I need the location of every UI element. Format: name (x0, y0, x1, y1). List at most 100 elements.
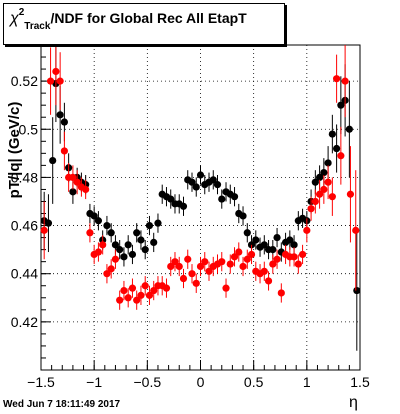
data-point (269, 260, 277, 268)
data-point (235, 248, 243, 256)
data-point (167, 262, 175, 271)
data-point (40, 226, 48, 234)
data-point (345, 125, 353, 133)
data-point (111, 255, 120, 263)
data-point (46, 77, 55, 85)
data-point (124, 241, 132, 249)
series-1 (40, 45, 360, 310)
data-point (192, 279, 200, 287)
data-point (73, 178, 81, 186)
data-point (213, 181, 222, 189)
data-point (82, 185, 90, 194)
data-point (141, 246, 149, 254)
data-point (341, 77, 349, 85)
data-point (184, 255, 192, 263)
data-point (290, 253, 298, 261)
data-points (40, 45, 361, 351)
data-point (239, 212, 247, 220)
data-point (290, 241, 298, 249)
data-point (264, 277, 273, 285)
data-point (133, 229, 141, 237)
data-point (171, 258, 179, 266)
data-point (311, 197, 319, 206)
x-tick-label: −1.5 (27, 374, 55, 390)
data-point (90, 212, 98, 220)
x-axis-label: η (349, 394, 358, 411)
data-point (94, 248, 103, 256)
data-point (116, 246, 124, 254)
data-point (99, 241, 107, 249)
x-tick-label: −0.5 (134, 374, 162, 390)
data-point (298, 250, 307, 259)
data-point (315, 173, 324, 182)
data-point (128, 284, 137, 292)
data-point (226, 260, 234, 268)
data-point (218, 195, 226, 203)
data-point (307, 205, 315, 213)
data-point (137, 291, 145, 299)
y-tick-label: 0.48 (11, 169, 38, 185)
data-point (141, 282, 149, 290)
data-point (116, 296, 124, 304)
title-rest: /NDF for Global Rec All EtapT (50, 10, 247, 26)
data-point (320, 168, 328, 177)
data-point (230, 253, 239, 261)
y-tick-label: 0.42 (11, 314, 38, 330)
data-point (145, 291, 154, 299)
chart-title: χ2 Track/NDF for Global Rec All EtapT (10, 7, 247, 32)
data-point (124, 294, 132, 302)
data-point (247, 250, 256, 259)
data-point (69, 173, 77, 182)
data-point (196, 262, 205, 271)
data-point (205, 267, 213, 275)
title-subscript: Track (24, 21, 51, 32)
data-point (167, 195, 175, 203)
data-point (192, 183, 200, 191)
y-tick-label: 0.46 (11, 218, 38, 234)
data-point (315, 190, 324, 198)
title-chi: χ (10, 10, 19, 27)
data-point (320, 185, 328, 194)
y-tick-label: 0.52 (11, 73, 38, 89)
data-point (128, 250, 137, 259)
data-point (179, 202, 188, 210)
data-point (324, 178, 332, 186)
data-point (269, 246, 277, 254)
data-point (352, 226, 360, 234)
x-tick-label: 1 (303, 374, 311, 390)
data-point (60, 147, 68, 155)
data-point (44, 219, 53, 227)
data-point (188, 178, 196, 186)
data-point (52, 67, 60, 76)
data-point (103, 221, 111, 230)
data-point (209, 176, 217, 184)
data-point (107, 229, 115, 237)
data-point (86, 229, 94, 237)
data-point (201, 258, 209, 266)
x-tick-label: −1 (86, 374, 102, 390)
data-point (222, 284, 230, 292)
data-point (154, 219, 162, 227)
data-point (137, 236, 145, 244)
y-tick-label: 0.5 (19, 121, 39, 137)
data-point (337, 101, 345, 109)
data-point (324, 159, 332, 167)
data-point (277, 289, 285, 297)
data-point (333, 75, 341, 83)
data-point (273, 233, 281, 242)
data-point (120, 253, 128, 261)
data-point (328, 130, 336, 138)
y-axis-label: pT/|q| (GeV/c) (6, 102, 23, 199)
data-point (188, 270, 196, 278)
data-point (333, 144, 341, 153)
data-point (243, 229, 251, 237)
data-point (145, 221, 154, 230)
data-point (328, 193, 336, 201)
data-point (353, 286, 361, 295)
data-point (239, 262, 247, 271)
data-point (260, 241, 268, 249)
data-point (196, 171, 205, 179)
data-point (162, 284, 171, 292)
data-point (103, 270, 111, 278)
